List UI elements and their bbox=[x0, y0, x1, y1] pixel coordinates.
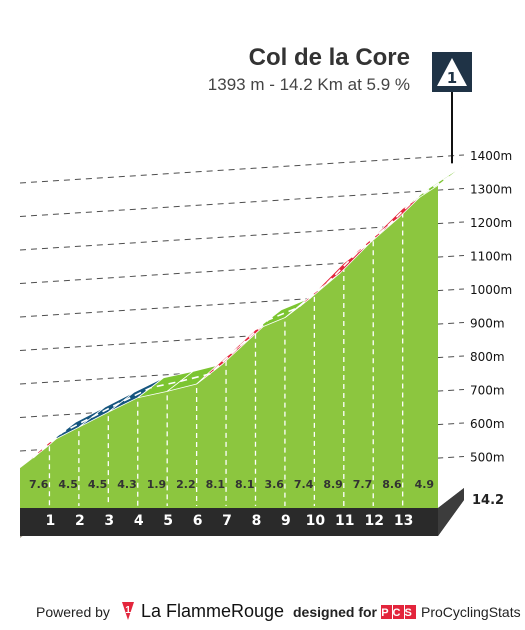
km-label: 6 bbox=[193, 513, 203, 529]
km-label: 7 bbox=[222, 513, 232, 529]
flamme-rouge-logo-icon: 1 bbox=[122, 602, 134, 620]
profile-fill bbox=[20, 185, 438, 508]
gradient-label: 8.1 bbox=[206, 478, 226, 491]
km-label: 13 bbox=[394, 513, 413, 529]
gradient-label: 7.6 bbox=[29, 478, 49, 491]
gradient-label: 8.6 bbox=[382, 478, 402, 491]
grid-line bbox=[19, 187, 465, 217]
km-label: 9 bbox=[281, 513, 291, 529]
flamme-rouge-mark: 1 bbox=[125, 605, 131, 616]
flag-triangle bbox=[437, 58, 467, 86]
altitude-tick: 600m bbox=[470, 417, 505, 431]
profile-base bbox=[20, 488, 464, 536]
altitude-tick: 500m bbox=[470, 450, 505, 464]
km-label: 1 bbox=[46, 513, 56, 529]
km-label: 12 bbox=[364, 513, 383, 529]
gradient-label: 8.1 bbox=[235, 478, 255, 491]
altitude-tick: 1300m bbox=[470, 182, 512, 196]
km-label: 10 bbox=[306, 513, 326, 529]
altitude-tick: 800m bbox=[470, 350, 505, 364]
gradient-label: 4.9 bbox=[415, 478, 435, 491]
climb-title: Col de la Core bbox=[248, 44, 410, 71]
gradient-label: 7.7 bbox=[353, 478, 373, 491]
km-label: 5 bbox=[163, 513, 173, 529]
footer: Powered by 1 La FlammeRouge designed for… bbox=[0, 596, 525, 626]
km-dividers bbox=[48, 212, 404, 506]
pcs-mark: PCS bbox=[381, 607, 416, 619]
altitude-tick: 1000m bbox=[470, 283, 512, 297]
end-km-label: 14.2 bbox=[472, 493, 504, 508]
base-band-end bbox=[438, 488, 464, 536]
flamme-rouge-brand: La FlammeRouge bbox=[141, 601, 285, 621]
altitude-tick: 1100m bbox=[470, 249, 512, 263]
grid-line bbox=[19, 321, 465, 351]
altitude-tick: 1400m bbox=[470, 149, 512, 163]
gradient-label: 4.5 bbox=[88, 478, 108, 491]
grid-line bbox=[19, 221, 465, 251]
grid-line bbox=[19, 254, 465, 284]
gradient-label: 7.4 bbox=[294, 478, 314, 491]
base-band bbox=[20, 488, 464, 536]
gradient-label: 8.9 bbox=[323, 478, 343, 491]
climb-subtitle: 1393 m - 14.2 Km at 5.9 % bbox=[207, 75, 410, 94]
km-label: 3 bbox=[104, 513, 114, 529]
pcs-name: ProCyclingStats bbox=[421, 604, 521, 620]
grid-line bbox=[19, 154, 465, 184]
gradient-label: 3.6 bbox=[264, 478, 284, 491]
powered-by-text: Powered by bbox=[36, 604, 110, 620]
gradient-label: 4.5 bbox=[58, 478, 78, 491]
gradient-label: 2.2 bbox=[176, 478, 196, 491]
km-label: 2 bbox=[75, 513, 85, 529]
gradient-label: 4.3 bbox=[117, 478, 137, 491]
grid-line bbox=[19, 288, 465, 318]
altitude-tick: 900m bbox=[470, 316, 505, 330]
gradient-label: 1.9 bbox=[147, 478, 167, 491]
category-flag: 1 bbox=[432, 52, 472, 164]
category-label: 1 bbox=[447, 69, 457, 87]
altitude-tick: 700m bbox=[470, 383, 505, 397]
km-label: 8 bbox=[252, 513, 262, 529]
designed-for-text: designed for bbox=[293, 604, 378, 620]
pcs-logo-icon: PCS bbox=[381, 605, 416, 619]
altitude-ticks: 500m 600m 700m 800m 900m 1000m 1100m 1200m 1300m… bbox=[470, 149, 512, 464]
km-label: 11 bbox=[335, 513, 354, 529]
altitude-tick: 1200m bbox=[470, 216, 512, 230]
gradient-labels: 7.6 4.5 4.5 4.3 1.9 2.2 8.1 8.1 3.6 7.4 8.9 7.7 8.6 4… bbox=[29, 478, 434, 491]
km-label: 4 bbox=[134, 513, 144, 529]
profile-face bbox=[20, 185, 438, 508]
